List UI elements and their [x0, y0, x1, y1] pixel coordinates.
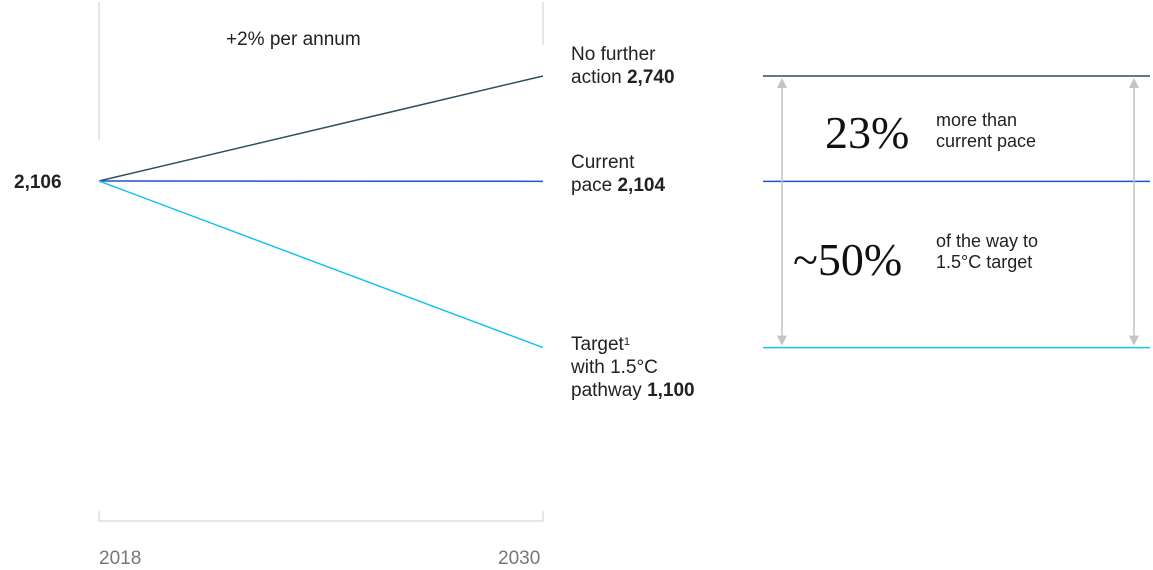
- gap2-percentage: ~50%: [793, 234, 903, 285]
- nfa-value: 2,740: [626, 67, 675, 88]
- series-line-0: [98, 75, 544, 182]
- gap1-percentage: 23%: [825, 107, 910, 158]
- x-tick-label-start: 2018: [99, 548, 142, 569]
- nfa-label-line1: No further: [571, 44, 656, 65]
- target-label-line3: pathway: [571, 380, 642, 401]
- target-label-line2: with 1.5°C: [571, 357, 658, 378]
- span-arrow-1: [1129, 78, 1139, 346]
- current-pace-label: Current pace 2,104: [571, 151, 665, 197]
- gap2-desc-line2: 1.5°C target: [936, 252, 1033, 272]
- rate-annotation: +2% per annum: [226, 29, 361, 50]
- gap1-desc-line1: more than: [936, 110, 1018, 130]
- gap1-description: more than current pace: [936, 110, 1036, 152]
- cp-value: 2,104: [617, 175, 666, 196]
- series-layer: [98, 75, 544, 349]
- span-arrow-0: [777, 78, 787, 346]
- gap2-desc-line1: of the way to: [936, 231, 1039, 251]
- no-further-action-label: No further action 2,740: [571, 43, 675, 89]
- target-label: Target1 with 1.5°C pathway 1,100: [571, 333, 695, 402]
- start-value-label: 2,106: [14, 171, 62, 194]
- series-line-2: [98, 180, 544, 349]
- target-footnote-marker: 1: [623, 336, 630, 348]
- start-value-text: 2,106: [14, 172, 62, 193]
- target-label-line1: Target: [571, 334, 624, 355]
- gap1-desc-line2: current pace: [936, 131, 1037, 151]
- reference-layer: [763, 75, 1150, 349]
- cp-label-line2: pace: [571, 175, 613, 196]
- target-value: 1,100: [647, 380, 695, 401]
- x-tick-label-end: 2030: [498, 548, 541, 569]
- gap2-description: of the way to 1.5°C target: [936, 231, 1038, 273]
- nfa-label-line2: action: [571, 67, 622, 88]
- cp-label-line1: Current: [571, 152, 635, 173]
